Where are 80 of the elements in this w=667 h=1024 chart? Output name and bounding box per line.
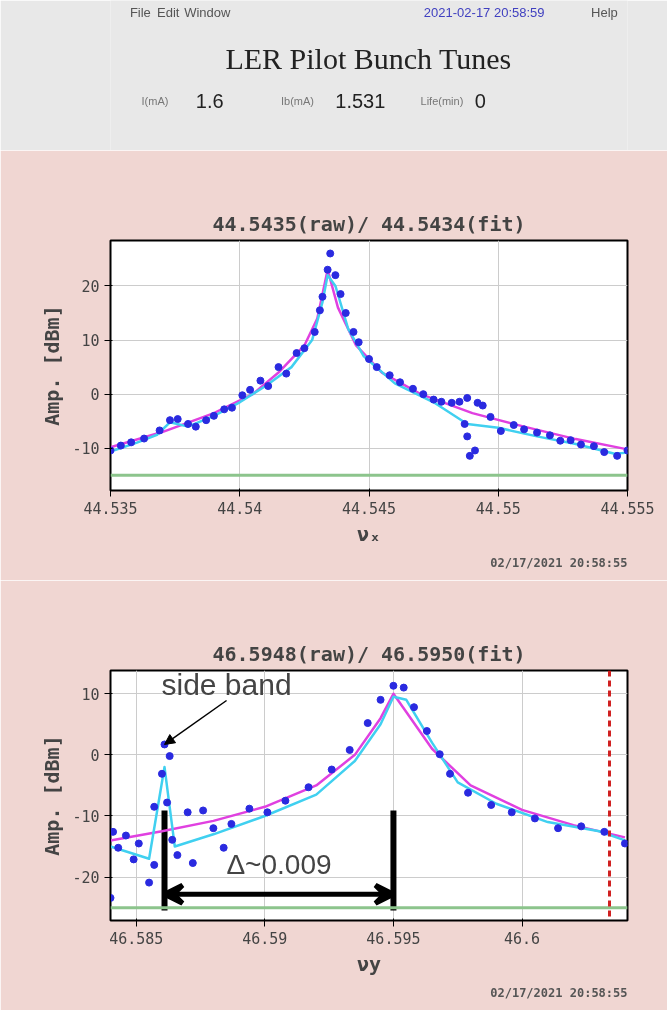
y-tick-label: 20 xyxy=(81,277,100,296)
text: 2021-02-17 20:58:59 xyxy=(423,5,545,20)
point xyxy=(304,783,313,792)
point xyxy=(245,804,254,813)
y-axis-title: Amp. [dBm] xyxy=(40,305,65,426)
point xyxy=(620,839,628,848)
x-tick-label: 46.595 xyxy=(366,929,421,948)
y-tick-label: -10 xyxy=(72,807,100,826)
ref-line-label: Δ~0.009 xyxy=(226,849,332,881)
chart-title: 46.5948(raw)/ 46.5950(fit) xyxy=(212,641,526,666)
point xyxy=(219,843,228,852)
point xyxy=(507,808,516,817)
point xyxy=(530,814,539,823)
point xyxy=(188,859,197,868)
point xyxy=(363,719,372,728)
point xyxy=(327,765,336,774)
y-axis-title: Amp. [dBm] xyxy=(40,735,65,856)
annotation: side band xyxy=(161,667,292,701)
point xyxy=(227,819,236,828)
point xyxy=(157,769,166,778)
point xyxy=(345,745,354,754)
x-tick-label: 44.555 xyxy=(600,499,655,518)
text: I(mA) xyxy=(141,94,169,107)
point xyxy=(209,824,218,833)
point xyxy=(281,796,290,805)
text: 1.6 xyxy=(195,89,224,112)
text: Help xyxy=(591,5,618,20)
point xyxy=(410,703,419,712)
point xyxy=(114,843,123,852)
x-tick-label: 46.6 xyxy=(503,929,541,948)
text: Ib(mA) xyxy=(281,94,315,107)
point xyxy=(145,878,154,887)
text: Life(min) xyxy=(420,94,464,107)
point xyxy=(121,831,130,840)
point xyxy=(199,806,208,815)
text: File xyxy=(129,5,151,20)
y-tick-label: 0 xyxy=(90,386,100,405)
chart-title: 44.5435(raw)/ 44.5434(fit) xyxy=(212,211,526,236)
text: 1.531 xyxy=(335,89,386,112)
point xyxy=(129,855,138,864)
point xyxy=(577,822,586,831)
point xyxy=(150,802,159,811)
point xyxy=(150,860,159,869)
point xyxy=(389,681,398,690)
text: 02/17/2021 20:58:55 xyxy=(490,555,628,570)
point xyxy=(110,827,118,836)
point xyxy=(422,727,431,736)
text: 02/17/2021 20:58:55 xyxy=(490,985,628,1000)
point xyxy=(183,808,192,817)
point xyxy=(263,808,272,817)
point xyxy=(173,851,182,860)
point xyxy=(554,824,563,833)
point xyxy=(376,695,385,704)
point xyxy=(487,800,496,809)
point xyxy=(435,750,444,759)
y-tick-label: -20 xyxy=(72,869,100,888)
x-tick-label: 44.545 xyxy=(341,499,397,518)
point xyxy=(163,798,172,807)
text: Window xyxy=(184,5,231,20)
point xyxy=(168,835,177,844)
point xyxy=(600,827,609,836)
point xyxy=(165,752,174,761)
y-tick-label: 10 xyxy=(81,332,100,351)
y-tick-label: 0 xyxy=(90,746,100,765)
point xyxy=(134,839,143,848)
x-axis-title: νₓ xyxy=(356,521,382,546)
y-tick-label: -10 xyxy=(72,440,100,459)
x-tick-label: 44.535 xyxy=(83,499,138,518)
text: LER Pilot Bunch Tunes xyxy=(225,42,512,75)
x-tick-label: 44.55 xyxy=(475,499,521,518)
x-tick-label: 44.54 xyxy=(217,499,263,518)
x-axis-title: νy xyxy=(356,951,382,976)
point xyxy=(399,683,408,692)
x-tick-label: 46.585 xyxy=(109,929,164,948)
text: Edit xyxy=(157,5,180,20)
x-tick-label: 46.59 xyxy=(242,929,288,948)
point xyxy=(446,769,455,778)
text: 0 xyxy=(474,89,486,112)
point xyxy=(464,788,473,797)
y-tick-label: 10 xyxy=(81,685,100,704)
